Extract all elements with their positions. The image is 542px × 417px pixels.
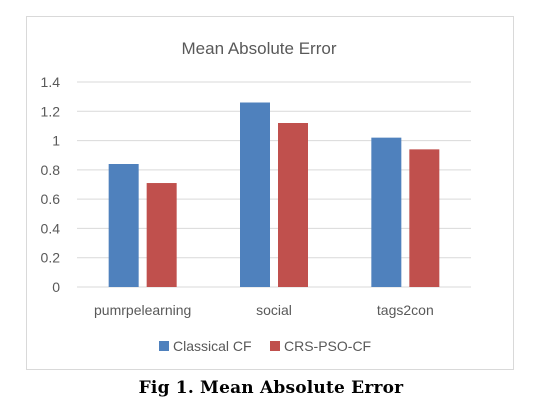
y-tick-label: 0 (52, 279, 60, 295)
legend-swatch (270, 341, 280, 351)
legend-label: CRS-PSO-CF (284, 338, 371, 354)
x-axis-tick-labels: pumrpelearning social tags2con (94, 302, 434, 318)
legend-label: Classical CF (173, 338, 252, 354)
chart-title: Mean Absolute Error (182, 39, 337, 58)
y-axis-tick-labels: 0 0.2 0.4 0.6 0.8 1 1.2 1.4 (41, 74, 61, 295)
y-tick-label: 1 (52, 133, 60, 149)
bar-crs-pso-cf-pumrpelearning (146, 183, 177, 287)
bar-classical-cf-pumrpelearning (108, 164, 139, 287)
y-tick-label: 0.4 (41, 220, 61, 236)
legend-item: Classical CF (159, 338, 252, 354)
x-tick-label: tags2con (377, 302, 434, 318)
bar-crs-pso-cf-tags2con (409, 149, 440, 287)
y-tick-label: 1.4 (41, 74, 61, 90)
y-tick-label: 0.6 (41, 191, 61, 207)
figure-caption: Fig 1. Mean Absolute Error (138, 378, 404, 398)
bars (108, 102, 440, 287)
gridlines (77, 81, 471, 288)
legend-swatch (159, 341, 169, 351)
bar-classical-cf-tags2con (371, 137, 402, 287)
x-tick-label: pumrpelearning (94, 302, 191, 318)
y-tick-label: 0.8 (41, 162, 61, 178)
x-tick-label: social (256, 302, 292, 318)
y-tick-label: 1.2 (41, 103, 61, 119)
bar-classical-cf-social (240, 102, 270, 287)
bar-crs-pso-cf-social (278, 123, 308, 287)
y-tick-label: 0.2 (41, 250, 61, 266)
legend-item: CRS-PSO-CF (270, 338, 371, 354)
legend: Classical CF CRS-PSO-CF (159, 338, 371, 354)
bar-chart: Mean Absolute Error 0 0.2 0.4 0.6 0.8 1 1.2 1.4… (41, 39, 471, 354)
chart-area: Mean Absolute Error 0 0.2 0.4 0.6 0.8 1 1.2 1.4… (26, 16, 514, 370)
